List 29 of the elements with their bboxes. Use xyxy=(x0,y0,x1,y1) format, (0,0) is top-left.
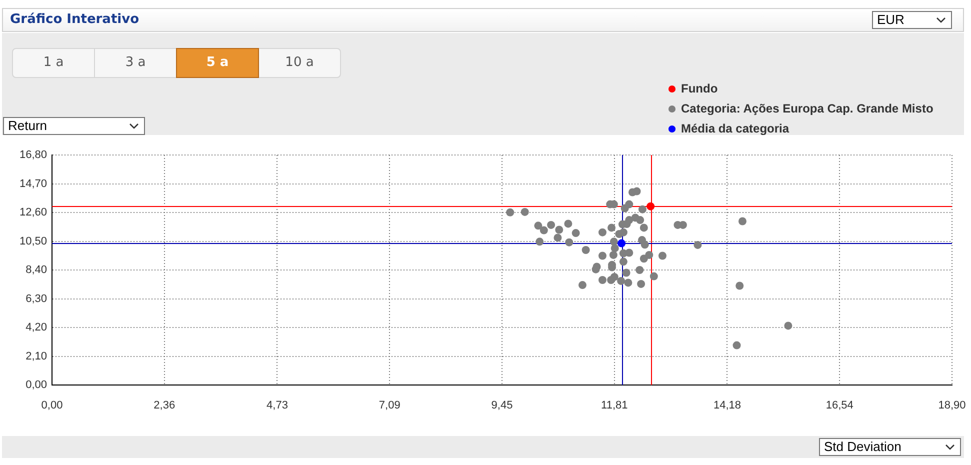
y-tick-label: 10,50 xyxy=(19,235,47,248)
y-tick-label: 0,00 xyxy=(26,379,47,392)
legend-label: Média da categoria xyxy=(681,121,790,136)
legend-label: Fundo xyxy=(681,81,718,96)
tab: 3 a xyxy=(94,48,177,78)
legend-label: Categoria: Ações Europa Cap. Grande Misto xyxy=(681,101,934,116)
dropdown: EUR xyxy=(872,11,952,29)
x-tick-label: 11,81 xyxy=(601,400,628,412)
y-tick-label: 4,20 xyxy=(26,322,47,334)
x-tick-label: 2,36 xyxy=(154,400,176,412)
x-tick-label: 0,00 xyxy=(41,400,63,412)
x-tick-label: 9,45 xyxy=(491,400,513,412)
y-tick-label: 12,60 xyxy=(19,206,47,219)
dropdown: Return xyxy=(3,117,145,135)
dropdown: Std Deviation xyxy=(819,438,961,456)
y-tick-label: 2,10 xyxy=(26,350,47,362)
tab: 5 a xyxy=(176,48,259,78)
x-tick-label: 16,54 xyxy=(826,400,854,412)
tab: 1 a xyxy=(12,48,95,78)
x-tick-label: 14,18 xyxy=(713,400,742,412)
y-tick-label: 16,80 xyxy=(19,149,47,162)
x-tick-label: 18,90 xyxy=(938,400,966,412)
y-tick-label: 6,30 xyxy=(26,292,47,305)
x-tick-label: 7,09 xyxy=(378,400,400,412)
y-tick-label: 14,70 xyxy=(19,178,47,190)
tab: 10 a xyxy=(258,48,341,78)
x-tick-label: 4,73 xyxy=(266,400,288,412)
y-tick-label: 8,40 xyxy=(26,264,47,276)
chart-title: Gráfico Interativo xyxy=(10,12,140,27)
